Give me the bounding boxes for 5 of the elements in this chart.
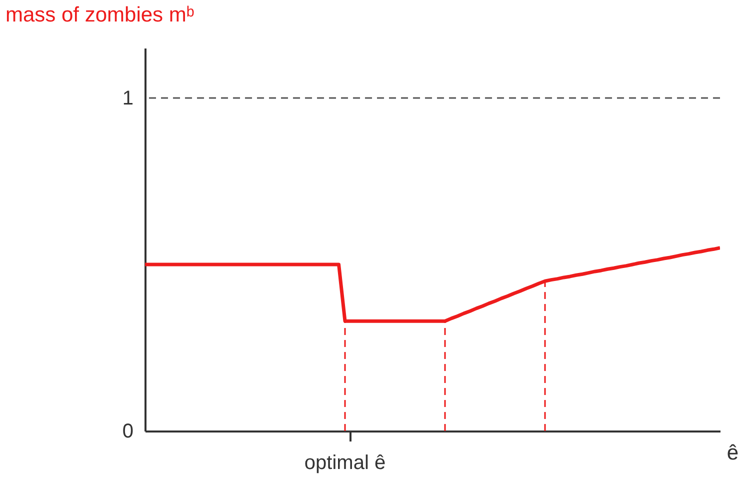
y-tick-label: 1 [122,87,134,110]
text: optimal ê [304,452,386,474]
y-tick-label: 0 [122,420,134,442]
x-axis-title: ê [726,442,738,464]
y-axis-title: mass of zombies mᵇ [6,4,194,26]
